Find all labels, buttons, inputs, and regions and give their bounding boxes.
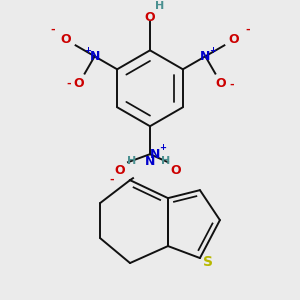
Text: S: S <box>203 255 213 269</box>
Text: N: N <box>89 50 100 63</box>
Text: -: - <box>67 79 71 89</box>
Text: O: O <box>61 33 71 46</box>
Text: O: O <box>171 164 181 177</box>
Text: O: O <box>145 11 155 24</box>
Text: H: H <box>155 2 165 11</box>
Text: O: O <box>115 164 125 177</box>
Text: H: H <box>161 156 171 166</box>
Text: -: - <box>245 24 250 34</box>
Text: N: N <box>200 50 211 63</box>
Text: O: O <box>229 33 239 46</box>
Text: +: + <box>84 46 91 55</box>
Text: O: O <box>74 76 85 90</box>
Text: +: + <box>160 143 167 152</box>
Text: O: O <box>215 76 226 90</box>
Text: +: + <box>209 46 216 55</box>
Text: N: N <box>145 155 155 168</box>
Text: N: N <box>150 148 160 161</box>
Text: -: - <box>110 175 114 185</box>
Text: -: - <box>50 24 55 34</box>
Text: -: - <box>229 80 234 90</box>
Text: H: H <box>128 156 136 166</box>
